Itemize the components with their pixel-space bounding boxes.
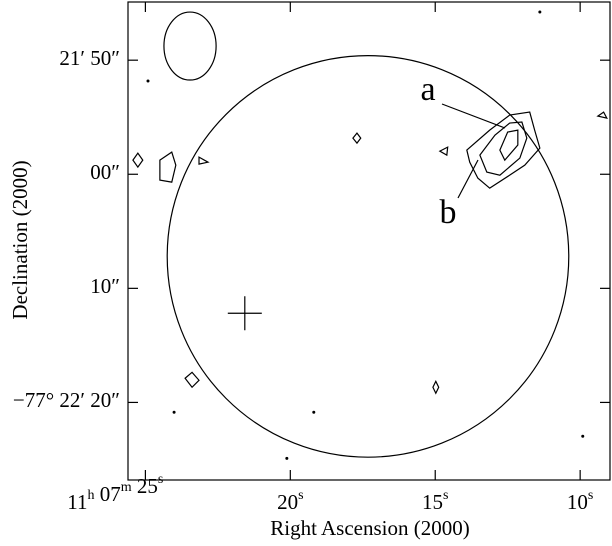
y-tick-label: −77° 22′ 20″ [13,388,120,412]
contour [596,111,608,120]
x-tick-label: 15s [422,488,448,514]
y-tick-label: 10″ [90,274,120,298]
contour [499,129,519,162]
point [538,10,542,14]
contour [132,152,144,169]
contour [466,111,541,189]
contour [352,132,362,145]
point [172,410,176,414]
y-axis-label: Declination (2000) [8,160,32,319]
point [146,79,150,83]
plot-frame [127,1,611,481]
contour [479,121,528,176]
leader-line [441,103,506,129]
cross [227,296,262,331]
contour [198,156,210,165]
leader-line [457,159,479,199]
field-circle [166,55,570,458]
point [312,410,316,414]
contour [184,371,200,389]
contour [159,151,177,183]
x-axis-label: Right Ascension (2000) [270,516,470,540]
x-tick-label: 10s [567,488,593,514]
beam [163,11,217,81]
y-tick-label: 21′ 50″ [59,46,120,70]
annotation: a [420,71,435,108]
annotation: b [440,194,457,231]
point [285,456,289,460]
contour [432,379,440,395]
x-tick-label: 20s [277,488,303,514]
contour [438,146,449,157]
x-tick-label: 11h 07m 25s [67,472,163,514]
y-tick-label: 00″ [90,160,120,184]
point [581,434,585,438]
